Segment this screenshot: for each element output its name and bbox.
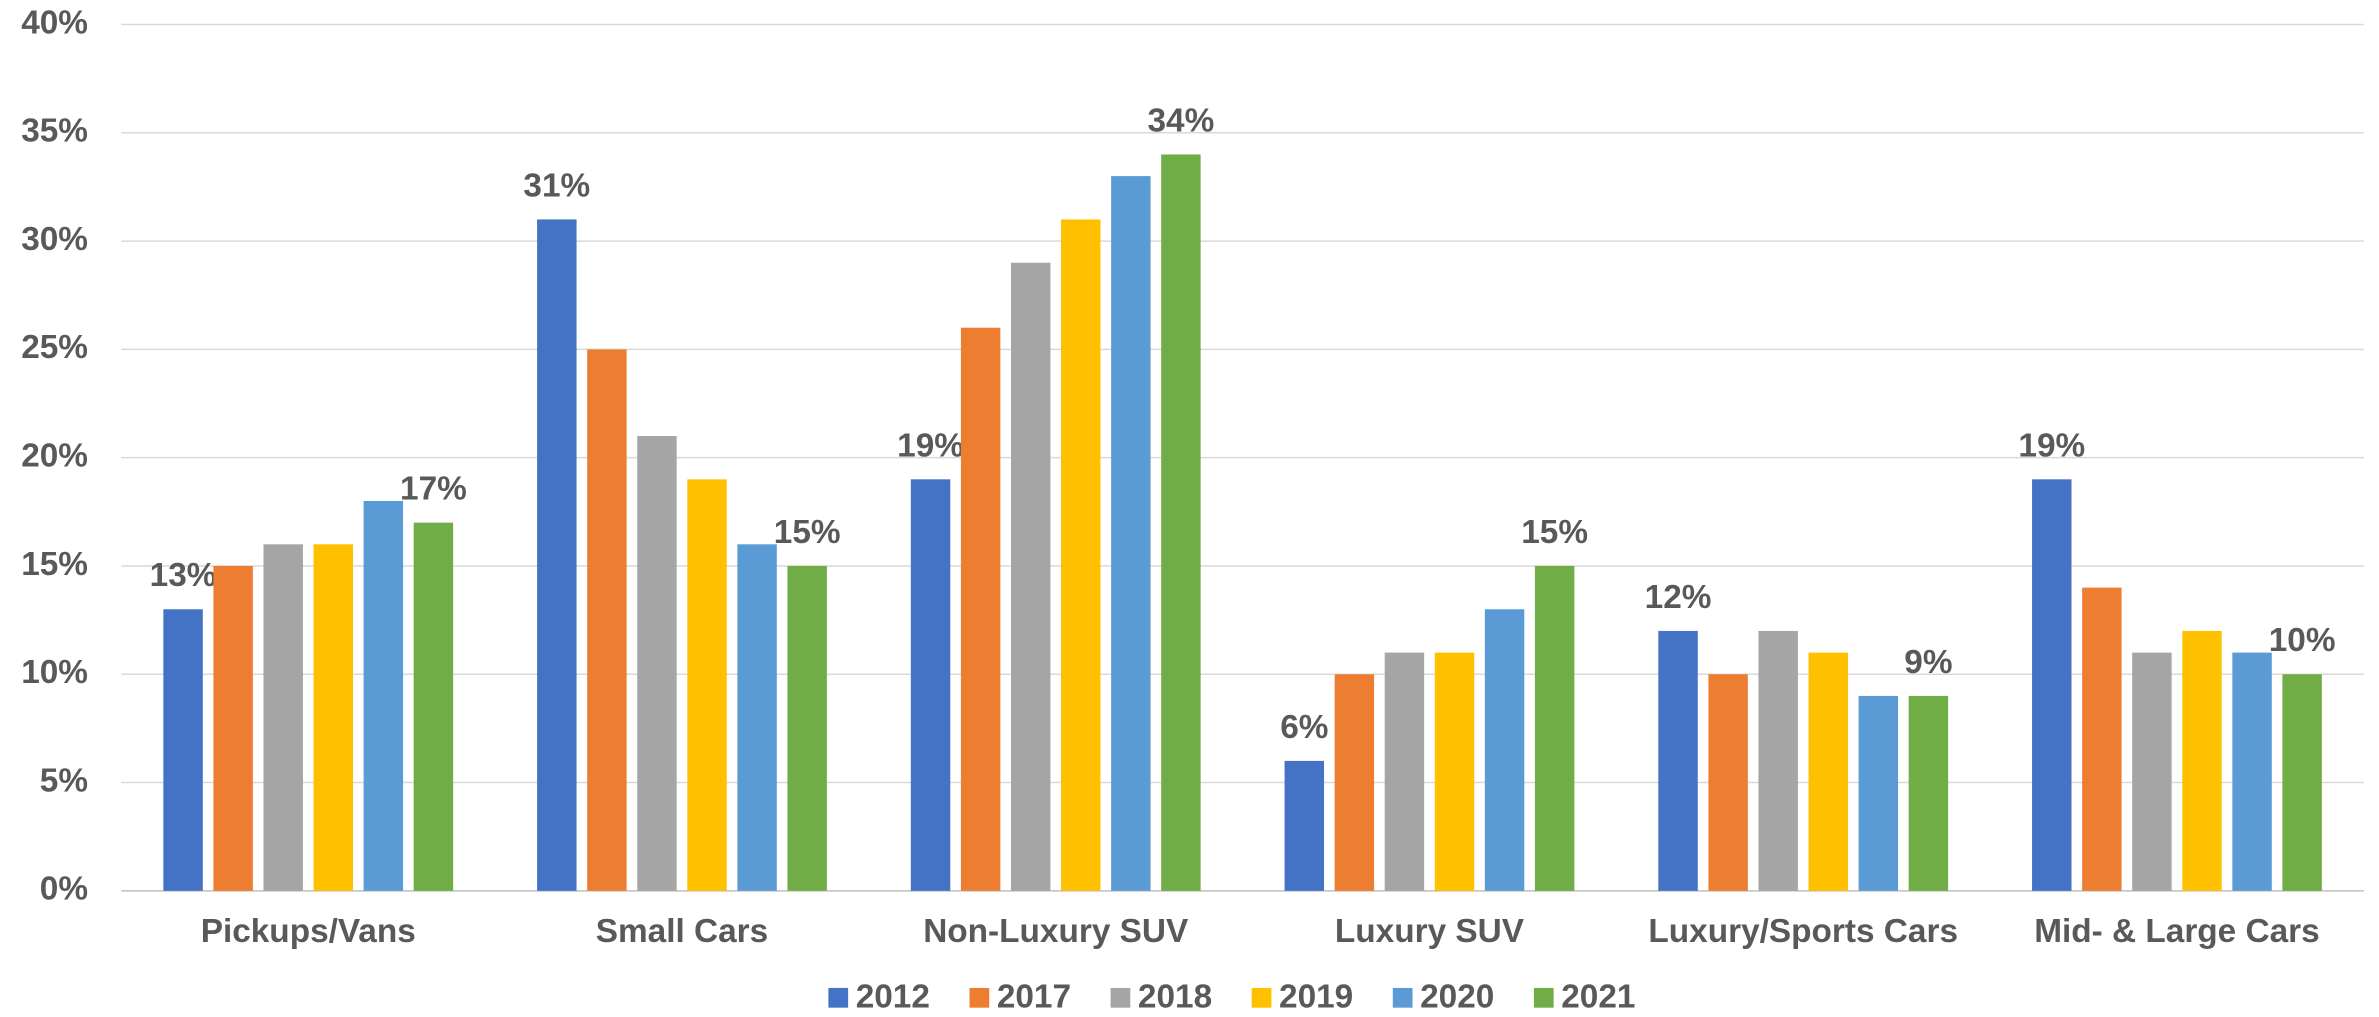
- data-label: 15%: [774, 514, 841, 551]
- bar: [1908, 695, 1949, 891]
- y-tick-label: 35%: [21, 113, 88, 150]
- data-label: 6%: [1280, 709, 1328, 746]
- x-tick-label: Non-Luxury SUV: [923, 913, 1189, 950]
- legend-label: 2018: [1138, 978, 1212, 1015]
- legend-swatch: [1392, 987, 1413, 1008]
- y-tick-label: 25%: [21, 329, 88, 366]
- y-tick-label: 0%: [40, 871, 88, 908]
- y-tick-label: 15%: [21, 546, 88, 583]
- legend-label: 2021: [1561, 978, 1635, 1015]
- data-label: 9%: [1904, 644, 1952, 681]
- data-label: 19%: [897, 427, 964, 464]
- legend-swatch: [1251, 987, 1272, 1008]
- bar: [2232, 652, 2272, 891]
- bar: [2132, 652, 2172, 891]
- legend-swatch: [969, 987, 990, 1008]
- bar: [363, 500, 404, 891]
- data-label: 13%: [150, 557, 217, 594]
- bar: [413, 522, 454, 891]
- y-tick-label: 30%: [21, 221, 88, 258]
- bar: [1010, 262, 1051, 891]
- bar: [1334, 674, 1375, 891]
- legend-label: 2019: [1279, 978, 1353, 1015]
- bar: [1658, 630, 1698, 891]
- bar: [2082, 587, 2122, 891]
- bar: [163, 609, 203, 891]
- legend-swatch: [1110, 987, 1131, 1008]
- data-label: 17%: [400, 471, 467, 508]
- bar: [1708, 674, 1748, 891]
- bar: [960, 327, 1001, 891]
- bar: [1484, 609, 1525, 891]
- bar: [1758, 630, 1798, 891]
- x-tick-label: Mid- & Large Cars: [2034, 913, 2319, 950]
- y-tick-label: 5%: [40, 762, 88, 799]
- data-label: 15%: [1521, 514, 1588, 551]
- bar: [637, 436, 677, 891]
- x-tick-label: Luxury SUV: [1335, 913, 1525, 950]
- legend-swatch: [1533, 987, 1554, 1008]
- bar: [2182, 630, 2222, 891]
- bar: [1858, 695, 1899, 891]
- x-tick-label: Small Cars: [596, 913, 768, 950]
- bar: [737, 544, 777, 891]
- bar: [1808, 652, 1848, 891]
- data-label: 19%: [2018, 427, 2085, 464]
- data-label: 10%: [2269, 622, 2336, 659]
- bar: [2032, 479, 2072, 891]
- bar: [1161, 154, 1201, 891]
- data-label: 34%: [1148, 102, 1215, 139]
- legend-label: 2012: [856, 978, 930, 1015]
- bar: [1434, 652, 1475, 891]
- bar: [313, 544, 354, 891]
- y-tick-label: 40%: [21, 4, 88, 41]
- bar: [2282, 674, 2322, 891]
- y-tick-label: 20%: [21, 437, 88, 474]
- bar: [787, 565, 827, 891]
- bar: [1111, 176, 1151, 891]
- x-tick-label: Pickups/Vans: [201, 913, 416, 950]
- bar: [263, 544, 303, 891]
- legend-label: 2017: [997, 978, 1071, 1015]
- bar: [213, 565, 253, 891]
- bar: [537, 219, 577, 891]
- data-label: 12%: [1645, 579, 1712, 616]
- data-label: 31%: [523, 167, 590, 204]
- bar: [1061, 219, 1101, 891]
- bar: [910, 479, 951, 891]
- bar: [1284, 760, 1325, 891]
- y-tick-label: 10%: [21, 654, 88, 691]
- legend-label: 2020: [1420, 978, 1494, 1015]
- bar: [1384, 652, 1425, 891]
- bar: [687, 479, 727, 891]
- bar: [587, 349, 627, 891]
- bar: [1534, 565, 1575, 891]
- x-tick-label: Luxury/Sports Cars: [1648, 913, 1958, 950]
- legend-swatch: [828, 987, 849, 1008]
